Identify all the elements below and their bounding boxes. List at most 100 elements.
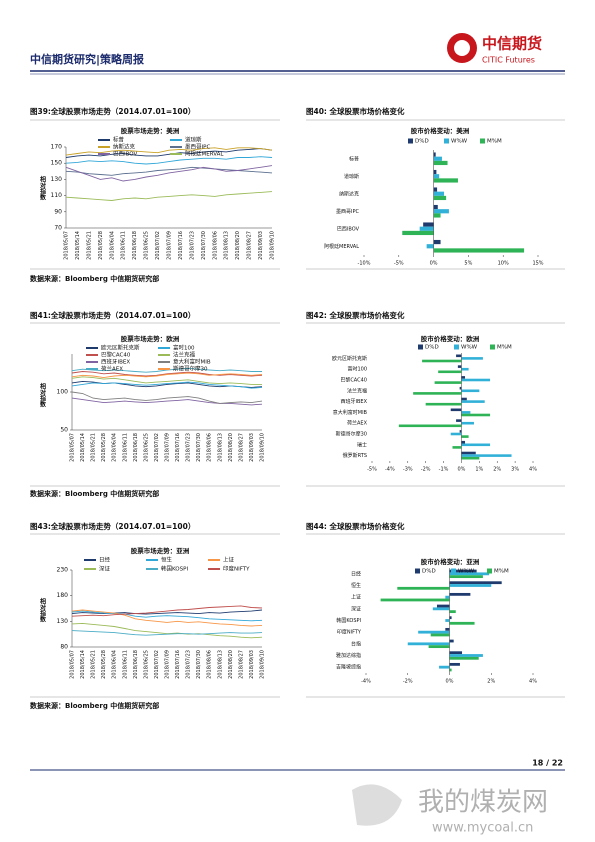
legend-label: W%W [451,139,468,145]
bar [449,639,454,643]
x-tick-label: 2018/06/11 [122,650,128,679]
legend-swatch [415,568,420,574]
x-tick-label: 2018/05/07 [70,433,76,462]
series-line [65,165,273,182]
x-tick-label: 2018/09/10 [260,433,266,462]
bar [433,152,436,157]
bar [461,413,491,417]
bar [461,440,466,444]
legend-label: 西班牙IBEX [101,358,130,366]
x-tick-label: 2018/07/16 [175,650,181,679]
category-label: 巴西IBOV [337,226,360,232]
x-tick-label: 2018/07/16 [178,231,184,260]
x-tick-label: 2018/05/07 [70,650,76,679]
x-tick-label: -10% [358,261,371,267]
chart-title: 股票市场走势：欧洲 [121,334,180,343]
caption: 图41:全球股票市场走势（2014.07.01=100） [30,310,195,320]
watermark-name: 我的煤炭网 [418,788,548,818]
legend-label: 富时100 [173,344,195,352]
y-tick-label: 100 [57,389,69,396]
x-tick-label: 2018/08/13 [224,231,230,260]
category-label: 日经 [351,570,361,577]
bar [425,402,462,406]
bar [439,665,450,669]
bar [433,239,441,245]
series-line [65,147,273,156]
bar [433,178,458,183]
x-tick-label: -4% [361,679,371,685]
bar [461,411,471,414]
x-tick-label: 2018/05/14 [75,231,81,260]
category-label: 西班牙IBEX [341,398,368,405]
x-tick-label: 2018/06/25 [143,650,149,679]
bar [423,222,434,227]
x-tick-label: 2018/08/06 [207,433,213,462]
category-label: 意大利富时MIB [333,409,368,416]
legend-label: 标普 [113,136,125,144]
x-tick-label: 2018/07/02 [154,433,160,462]
x-tick-label: 2018/09/03 [258,231,264,260]
x-tick-label: 2018/07/02 [154,650,160,679]
x-tick-label: 2018/07/16 [175,433,181,462]
legend-label: M%M [497,345,512,351]
series-line [71,630,263,636]
bar [461,435,469,438]
bar [426,244,434,249]
bar [452,446,462,449]
series-line [71,391,263,404]
bar [433,248,525,253]
category-label: 吉隆坡综指 [336,664,361,671]
bar [461,389,480,393]
x-tick-label: 2018/08/20 [228,433,234,462]
x-tick-label: 2018/07/30 [196,650,202,679]
x-tick-label: 2018/08/06 [212,231,218,260]
series-line [71,609,263,627]
x-tick-label: 2018/07/09 [165,650,171,679]
category-label: 上证 [351,594,361,601]
legend-label: 恒生 [161,556,173,564]
series-line [71,397,263,406]
series-line [65,148,273,158]
x-tick-label: 2018/05/21 [91,433,97,462]
bar [413,392,462,395]
bar [461,378,491,382]
series-line [71,376,262,385]
legend-swatch [487,568,492,574]
legend-label: 上证 [223,556,235,564]
y-tick-label: 70 [54,225,62,232]
category-label: 恒生 [351,582,361,589]
bar [449,651,463,655]
x-tick-label: 2018/07/23 [189,231,195,260]
bar [397,586,450,590]
x-tick-label: 2018/07/23 [186,650,192,679]
bar [449,581,502,585]
x-tick-label: -1% [439,467,449,473]
y-tick-label: 150 [51,160,63,167]
category-label: 俄罗斯RTS [343,452,367,459]
category-label: 深证 [351,605,361,612]
x-tick-label: 3% [511,467,519,473]
category-label: 法兰克福 [347,387,367,394]
bar [432,607,450,611]
bar [433,187,438,192]
chart-title: 股市价格变动：美洲 [411,126,470,135]
legend-label: 巴西IBOV [113,151,138,158]
category-label: 台指 [351,640,361,647]
bar [433,204,438,210]
legend-label: D%D [415,139,429,145]
x-tick-label: -2% [403,679,413,685]
bar [433,156,442,161]
x-tick-label: -5% [367,467,377,473]
y-tick-label: 90 [54,208,62,215]
category-label: 印度NIFTY [337,629,362,636]
x-tick-label: 2018/05/28 [101,433,107,462]
bar [407,642,450,646]
bar [433,169,437,175]
legend-label: 法兰克福 [173,351,196,359]
legend-swatch [490,344,495,350]
legend-label: 日经 [99,556,111,564]
legend-swatch [451,568,456,574]
chart-title: 股票市场走势：美洲 [121,126,180,135]
x-tick-label: 2018/05/28 [98,231,104,260]
